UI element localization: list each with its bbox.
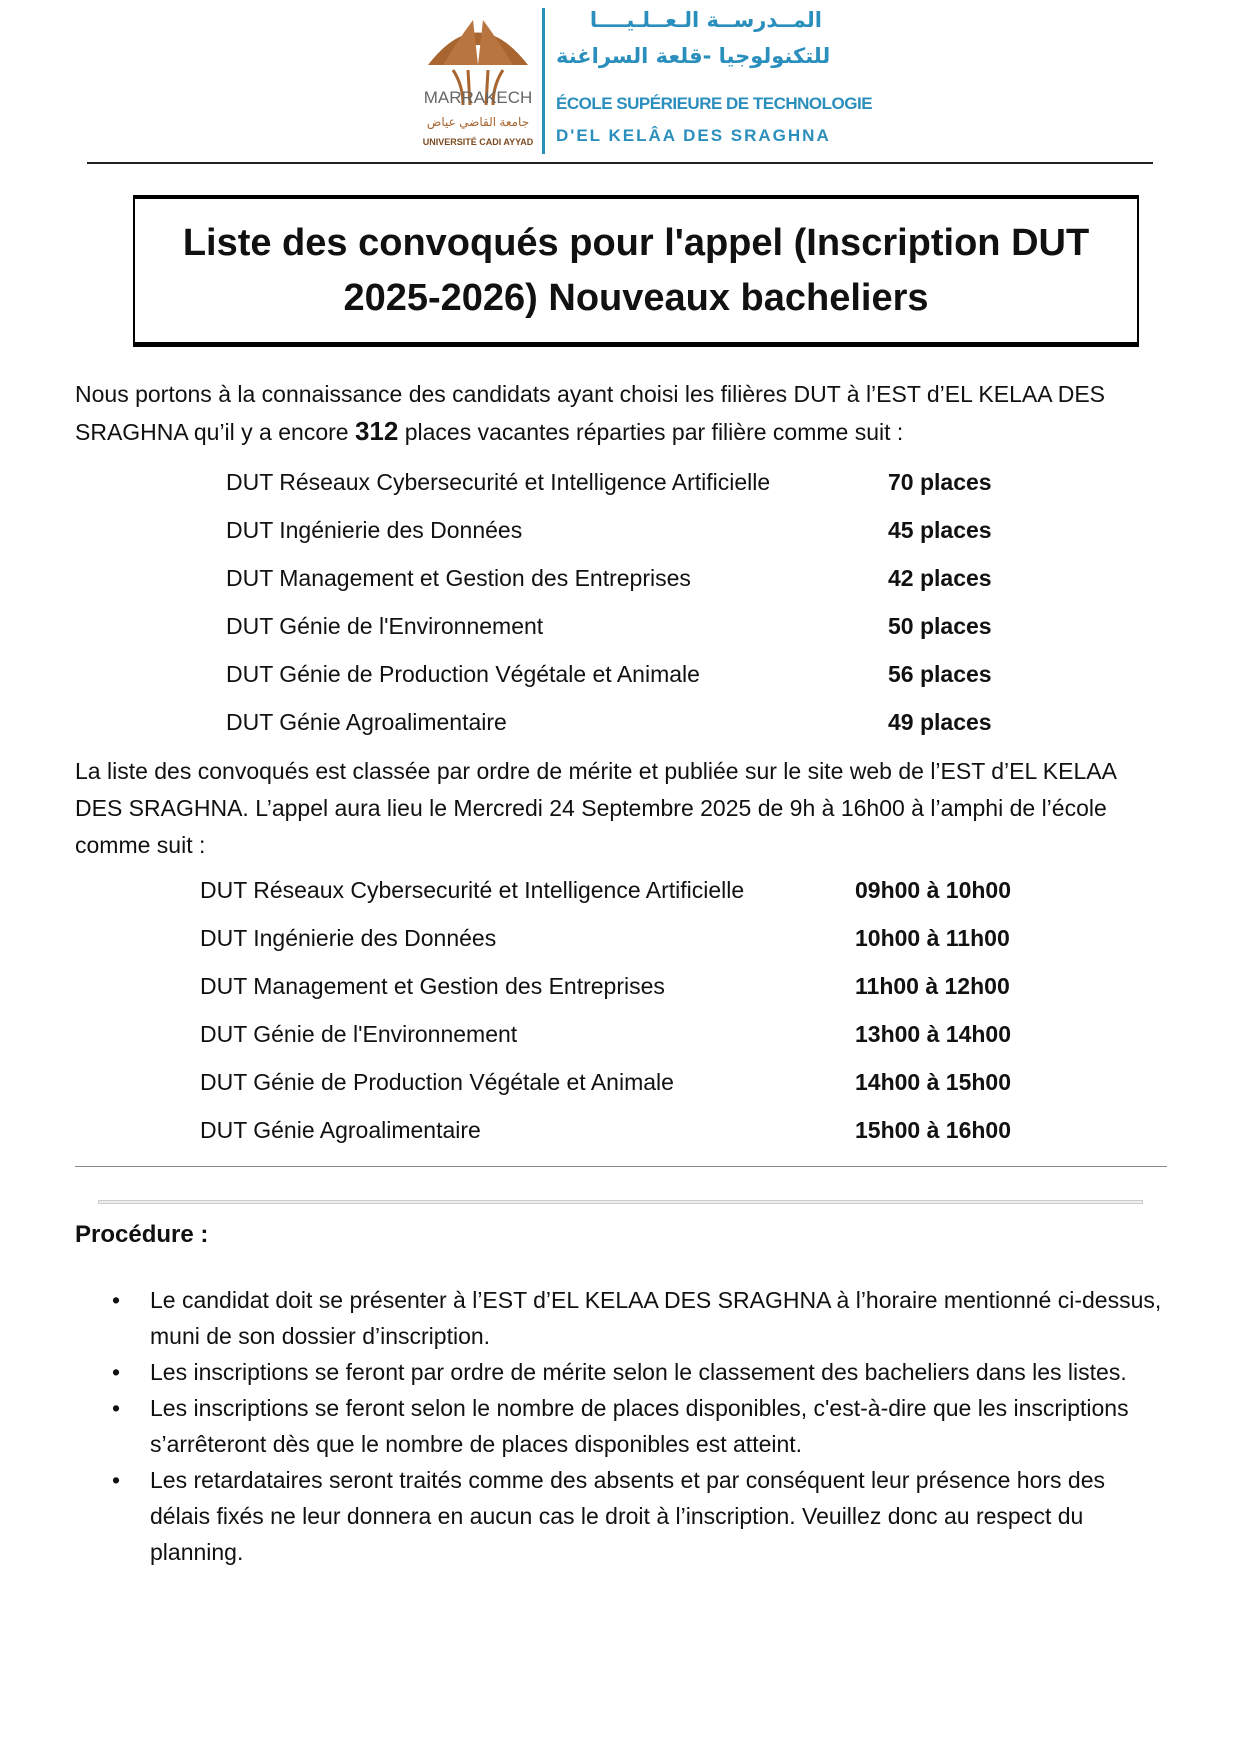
schedule-value: 13h00 à 14h00	[855, 1021, 1012, 1047]
schedule-value: 15h00 à 16h00	[855, 1117, 1012, 1143]
header-divider	[542, 8, 545, 154]
schedule-row: DUT Génie de l'Environnement 13h00 à 14h0…	[200, 1010, 1167, 1058]
procedure-title: Procédure :	[75, 1221, 209, 1248]
places-value: 45 places	[888, 517, 992, 543]
logo-university: UNIVERSITÉ CADI AYYAD	[422, 137, 534, 147]
places-table: DUT Réseaux Cybersecurité et Intelligenc…	[226, 458, 1167, 746]
filiere-name: DUT Management et Gestion des Entreprise…	[200, 973, 665, 999]
schedule-value: 10h00 à 11h00	[855, 925, 1010, 951]
filiere-name: DUT Ingénierie des Données	[226, 517, 523, 543]
page-title: Liste des convoqués pour l'appel (Inscri…	[133, 195, 1139, 347]
schedule-value: 09h00 à 10h00	[855, 877, 1012, 903]
filiere-name: DUT Génie de l'Environnement	[200, 1021, 518, 1047]
intro-text: Nous portons à la connaissance des candi…	[75, 381, 1106, 445]
arabic-line-2: للتكنولوجيا -قلعة السراغنة	[556, 44, 831, 68]
places-value: 49 places	[888, 709, 992, 735]
places-row: DUT Management et Gestion des Entreprise…	[226, 554, 1167, 602]
university-logo: MARRAKECH جامعة القاضي عياض UNIVERSITÉ C…	[418, 10, 538, 155]
schedule-row: DUT Management et Gestion des Entreprise…	[200, 962, 1167, 1010]
filiere-name: DUT Génie de l'Environnement	[226, 613, 544, 639]
filiere-name: DUT Réseaux Cybersecurité et Intelligenc…	[200, 877, 745, 903]
schedule-row: DUT Réseaux Cybersecurité et Intelligenc…	[200, 866, 1167, 914]
filiere-name: DUT Génie Agroalimentaire	[226, 709, 507, 735]
logo-arabic: جامعة القاضي عياض	[426, 115, 530, 129]
body-content: Nous portons à la connaissance des candi…	[75, 376, 1167, 1570]
places-row: DUT Génie Agroalimentaire 49 places	[226, 698, 1167, 746]
vacant-count: 312	[354, 416, 399, 446]
procedure-item: Le candidat doit se présenter à l’EST d’…	[112, 1282, 1168, 1354]
procedure-item: Les retardataires seront traités comme d…	[112, 1462, 1168, 1570]
places-row: DUT Génie de l'Environnement 50 places	[226, 602, 1167, 650]
separator-double	[98, 1200, 1143, 1204]
intro-paragraph: Nous portons à la connaissance des candi…	[75, 376, 1167, 451]
filiere-name: DUT Réseaux Cybersecurité et Intelligenc…	[226, 469, 771, 495]
logo-text: MARRAKECH	[423, 88, 533, 107]
palm-emblem-icon	[428, 20, 528, 106]
places-value: 50 places	[888, 613, 992, 639]
procedure-item: Les inscriptions se feront par ordre de …	[112, 1354, 1168, 1390]
filiere-name: DUT Management et Gestion des Entreprise…	[226, 565, 691, 591]
arabic-line-1: المــدرســة الـعــلـيــــا	[589, 8, 822, 32]
intro-text-end: places vacantes réparties par filière co…	[398, 419, 904, 445]
filiere-name: DUT Ingénierie des Données	[200, 925, 497, 951]
header-rule	[87, 162, 1153, 164]
places-value: 42 places	[888, 565, 992, 591]
places-row: DUT Génie de Production Végétale et Anim…	[226, 650, 1167, 698]
schedule-paragraph: La liste des convoqués est classée par o…	[75, 758, 1116, 858]
schedule-value: 11h00 à 12h00	[855, 973, 1010, 999]
places-row: DUT Réseaux Cybersecurité et Intelligenc…	[226, 458, 1167, 506]
schedule-table: DUT Réseaux Cybersecurité et Intelligenc…	[200, 866, 1167, 1154]
places-value: 56 places	[888, 661, 992, 687]
procedure-list: Le candidat doit se présenter à l’EST d’…	[112, 1282, 1168, 1570]
school-name-1: ÉCOLE SUPÉRIEURE DE TECHNOLOGIE	[556, 94, 873, 113]
schedule-row: DUT Génie Agroalimentaire 15h00 à 16h00	[200, 1106, 1167, 1154]
schedule-value: 14h00 à 15h00	[855, 1069, 1012, 1095]
school-name-2: D'EL KELÂA DES SRAGHNA	[556, 126, 831, 145]
schedule-row: DUT Génie de Production Végétale et Anim…	[200, 1058, 1167, 1106]
procedure-item: Les inscriptions se feront selon le nomb…	[112, 1390, 1168, 1462]
filiere-name: DUT Génie de Production Végétale et Anim…	[226, 661, 700, 687]
filiere-name: DUT Génie de Production Végétale et Anim…	[200, 1069, 674, 1095]
places-row: DUT Ingénierie des Données 45 places	[226, 506, 1167, 554]
filiere-name: DUT Génie Agroalimentaire	[200, 1117, 481, 1143]
schedule-row: DUT Ingénierie des Données 10h00 à 11h00	[200, 914, 1167, 962]
separator	[75, 1166, 1167, 1167]
places-value: 70 places	[888, 469, 992, 495]
